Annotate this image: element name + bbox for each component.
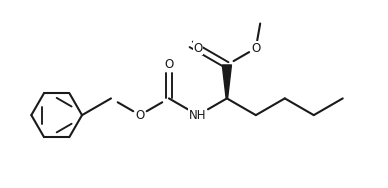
Polygon shape	[222, 65, 232, 98]
Text: O: O	[251, 42, 260, 55]
Text: O: O	[164, 58, 173, 71]
Text: O: O	[135, 109, 145, 122]
Text: O: O	[193, 42, 203, 55]
Text: NH: NH	[189, 109, 207, 122]
